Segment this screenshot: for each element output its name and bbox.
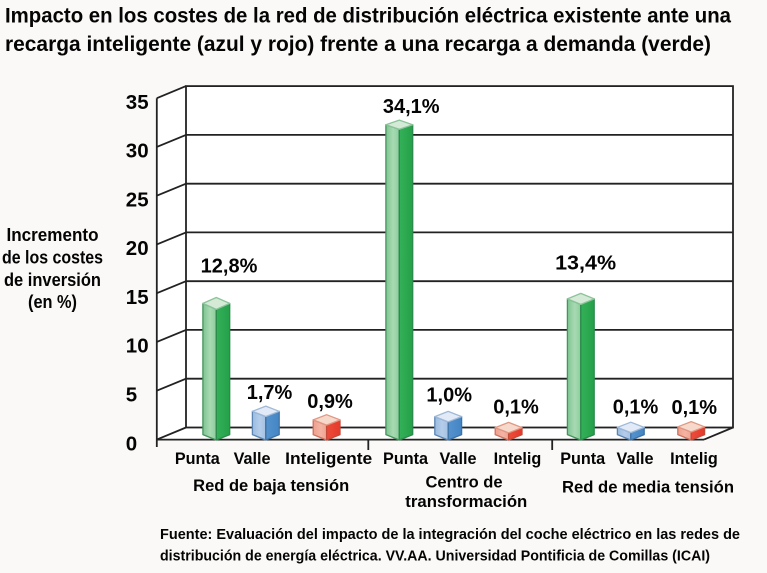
svg-text:Centro de: Centro de <box>425 474 502 492</box>
svg-text:Incremento: Incremento <box>7 224 99 245</box>
svg-text:1,0%: 1,0% <box>426 384 472 406</box>
svg-text:de inversión: de inversión <box>4 269 101 290</box>
svg-text:Punta: Punta <box>383 450 429 468</box>
svg-text:Impacto en los costes de la re: Impacto en los costes de la red de distr… <box>5 3 732 27</box>
svg-text:25: 25 <box>126 188 149 211</box>
svg-text:distribución de energía eléctr: distribución de energía eléctrica. VV.AA… <box>160 549 710 565</box>
svg-text:Inteligente: Inteligente <box>285 450 372 468</box>
svg-text:Red de baja tensión: Red de baja tensión <box>193 477 349 495</box>
svg-text:Punta: Punta <box>560 450 606 468</box>
svg-text:0,9%: 0,9% <box>307 391 353 413</box>
svg-text:Red de media tensión: Red de media tensión <box>562 478 734 496</box>
svg-text:Valle: Valle <box>617 450 654 468</box>
svg-text:Valle: Valle <box>234 450 271 468</box>
svg-text:Intelig: Intelig <box>670 450 718 468</box>
svg-text:(en %): (en %) <box>28 291 77 312</box>
svg-text:0,1%: 0,1% <box>672 397 718 419</box>
svg-text:0,1%: 0,1% <box>613 397 659 419</box>
svg-text:15: 15 <box>126 286 149 309</box>
svg-text:5: 5 <box>126 384 137 407</box>
svg-text:Punta: Punta <box>175 450 221 468</box>
svg-text:12,8%: 12,8% <box>201 256 258 278</box>
svg-text:30: 30 <box>126 140 149 163</box>
svg-text:1,7%: 1,7% <box>247 382 293 404</box>
svg-text:10: 10 <box>126 335 149 358</box>
svg-text:20: 20 <box>126 237 149 260</box>
svg-text:transformación: transformación <box>405 493 527 511</box>
svg-text:0: 0 <box>126 432 137 455</box>
svg-text:Intelig: Intelig <box>494 450 542 468</box>
svg-text:de los costes: de los costes <box>2 246 103 267</box>
svg-text:35: 35 <box>126 91 149 114</box>
svg-text:0,1%: 0,1% <box>493 397 539 419</box>
svg-text:13,4%: 13,4% <box>555 253 616 275</box>
svg-text:recarga inteligente (azul y ro: recarga inteligente (azul y rojo) frente… <box>5 32 711 56</box>
svg-text:34,1%: 34,1% <box>383 96 440 118</box>
svg-text:Fuente: Evaluación del impacto: Fuente: Evaluación del impacto de la int… <box>160 527 740 543</box>
svg-text:Valle: Valle <box>440 450 477 468</box>
